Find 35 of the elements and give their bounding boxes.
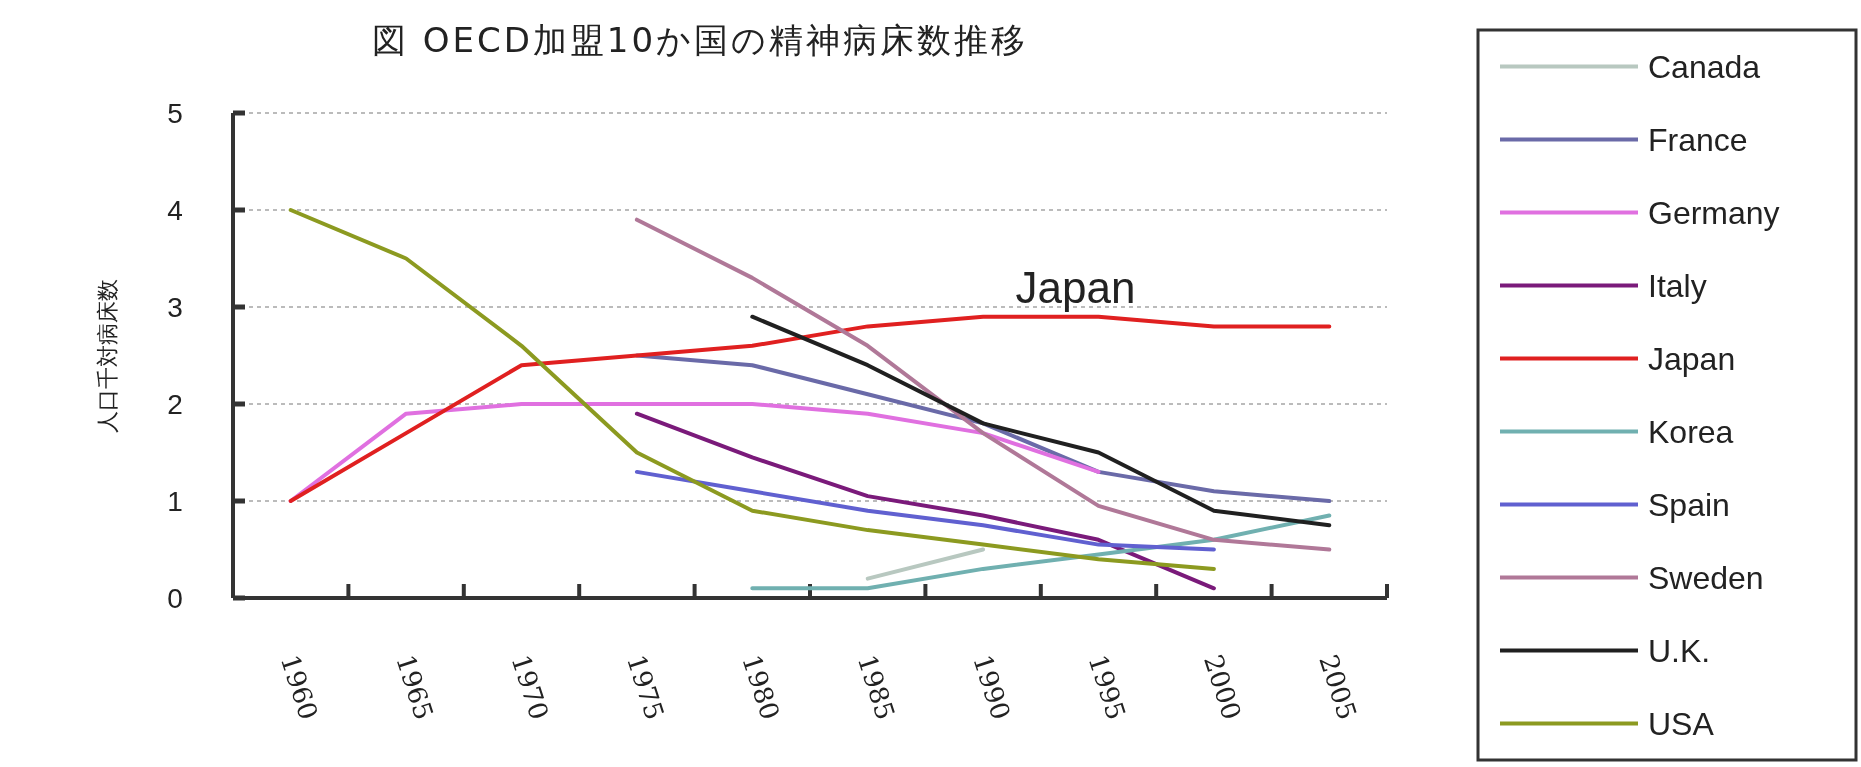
x-tick-label: 1995 [1082, 651, 1132, 724]
x-tick-label: 1990 [967, 651, 1017, 724]
legend-label: USA [1648, 705, 1715, 742]
legend-label: Japan [1648, 340, 1736, 377]
legend-label: Canada [1648, 48, 1761, 85]
legend-label: Korea [1648, 413, 1734, 450]
y-tick-label: 3 [167, 292, 183, 323]
y-tick-label: 1 [167, 486, 183, 517]
legend-label: Sweden [1648, 559, 1764, 596]
x-tick-label: 1985 [851, 651, 901, 724]
x-tick-label: 2000 [1197, 651, 1247, 724]
legend-label: Italy [1648, 267, 1707, 304]
x-tick-label: 1960 [274, 651, 324, 724]
x-tick-label: 1975 [620, 651, 670, 724]
x-tick-label: 1970 [505, 651, 555, 724]
y-tick-label: 2 [167, 389, 183, 420]
line-series [634, 411, 1216, 591]
legend-label: France [1648, 121, 1748, 158]
x-tick-label: 1980 [736, 651, 786, 724]
annotation: Japan [1015, 263, 1136, 312]
line-series [634, 469, 1216, 552]
y-axis-title: 人口千対病床数 [95, 278, 120, 433]
legend-label: Spain [1648, 486, 1730, 523]
x-tick-label: 2005 [1313, 651, 1363, 724]
line-series [634, 217, 1332, 552]
line-series [288, 314, 1332, 503]
legend-label: U.K. [1648, 632, 1711, 669]
line-series [750, 314, 1332, 528]
chart-title: 図 OECD加盟10か国の精神病床数推移 [371, 20, 1029, 60]
legend-label: Germany [1648, 194, 1780, 231]
y-tick-label: 5 [167, 98, 183, 129]
x-tick-label: 1965 [390, 651, 440, 724]
line-series [288, 208, 1216, 571]
y-tick-label: 0 [167, 583, 183, 614]
y-tick-label: 4 [167, 195, 183, 226]
